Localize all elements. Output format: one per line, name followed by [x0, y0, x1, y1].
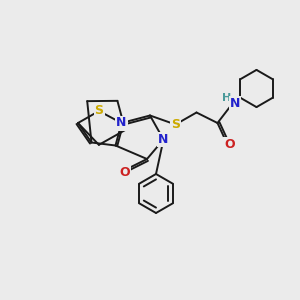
Text: S: S: [171, 118, 180, 131]
Text: N: N: [158, 133, 169, 146]
Text: N: N: [116, 116, 127, 130]
Text: O: O: [224, 137, 235, 151]
Text: N: N: [230, 97, 240, 110]
Text: H: H: [222, 93, 231, 103]
Text: O: O: [119, 166, 130, 179]
Text: S: S: [94, 104, 103, 118]
